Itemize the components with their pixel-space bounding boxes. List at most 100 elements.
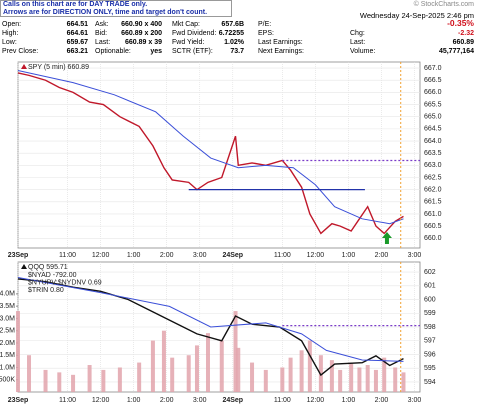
volume-bar	[233, 311, 238, 392]
indicator-label: $NYUPV:$NYDNV 0.69	[28, 279, 102, 286]
y-tick-label: 660.5	[424, 223, 442, 230]
volume-bar	[393, 367, 398, 392]
x-tick-label: 2:00	[160, 397, 174, 404]
y-tick-label: 666.5	[424, 77, 442, 84]
y-tick-label: 1.5M	[0, 352, 15, 359]
y-tick-label: 663.5	[424, 150, 442, 157]
volume-bar	[194, 345, 199, 392]
volume-bar	[57, 372, 62, 392]
info-label: Prev Close:	[2, 48, 39, 55]
info-value: 73.7	[230, 48, 244, 55]
change-pct: -0.35%	[447, 18, 474, 28]
volume-bar	[101, 369, 106, 392]
info-label: Chg:	[350, 30, 365, 37]
series-line	[17, 72, 404, 235]
date: Wednesday 24-Sep-2025 2:46 pm	[359, 11, 474, 20]
info-label: Bid:	[95, 30, 108, 37]
info-label: Last Earnings:	[258, 39, 303, 46]
x-tick-label: 3:00	[193, 397, 207, 404]
volume-bar	[382, 357, 387, 392]
x-tick-label: 11:00	[274, 397, 291, 404]
x-tick-label: 24Sep	[222, 252, 243, 259]
y-tick-label: 599	[424, 310, 436, 317]
volume-bar	[219, 340, 224, 392]
y-tick-label: 662.0	[424, 186, 442, 193]
x-tick-label: 11:00	[59, 252, 76, 259]
series-line	[17, 278, 404, 377]
volume-bar	[373, 369, 378, 392]
x-tick-label: 12:00	[92, 252, 110, 259]
watermark: © StockCharts.com	[413, 1, 474, 8]
y-tick-label: 3.5M	[0, 303, 15, 310]
y-tick-label: 598	[424, 324, 436, 331]
x-tick-label: 24Sep	[222, 397, 243, 404]
y-tick-label: 661.0	[424, 211, 442, 218]
info-label: Optionable:	[95, 48, 131, 55]
series-line	[17, 70, 404, 225]
y-tick-label: 597	[424, 338, 436, 345]
legend-marker	[21, 64, 27, 69]
info-value: 659.67	[66, 39, 88, 46]
volume-bar	[205, 333, 210, 392]
info-value: 6.72255	[218, 30, 244, 37]
volume-bar	[307, 340, 312, 392]
y-tick-label: 594	[424, 379, 436, 386]
indicator-label: $NYAD -792.00	[28, 272, 77, 279]
volume-bar	[150, 340, 155, 392]
info-value: -2.32	[458, 30, 474, 37]
legend-entry: SPY (5 min) 660.89	[28, 64, 89, 71]
legend-entry: QQQ 595.71	[28, 264, 68, 271]
y-tick-label: 666.0	[424, 89, 442, 96]
x-tick-label: 12:00	[307, 252, 325, 259]
info-label: Mkt Cap:	[172, 21, 201, 28]
info-value: 660.89 x 39	[125, 39, 162, 46]
volume-bar	[161, 330, 166, 392]
x-tick-label: 1:00	[342, 397, 356, 404]
x-tick-label: 2:00	[375, 397, 389, 404]
note-box: Calls on this chart are for DAY TRADE on…	[0, 0, 232, 17]
y-tick-label: 2.5M	[0, 328, 15, 335]
volume-bar	[250, 362, 255, 392]
y-tick-label: 665.0	[424, 114, 442, 121]
info-value: 663.21	[66, 48, 88, 55]
info-label: High:	[2, 30, 19, 37]
panel-frame	[17, 61, 421, 249]
y-tick-label: 664.0	[424, 138, 442, 145]
y-tick-label: 595	[424, 365, 436, 372]
note-line: Arrows are for DIRECTION ONLY, time and …	[3, 9, 208, 16]
y-tick-label: 1.0M	[0, 364, 15, 371]
info-label: Fwd Yield:	[172, 39, 205, 46]
x-tick-label: 3:00	[408, 252, 422, 259]
info-value: 1.02%	[224, 39, 244, 46]
volume-bar	[263, 369, 268, 392]
series-line	[17, 277, 404, 362]
x-tick-label: 2:00	[160, 252, 174, 259]
volume-bar	[280, 367, 285, 392]
info-value: 660.90 x 400	[121, 21, 162, 28]
x-tick-label: 1:00	[127, 397, 141, 404]
y-tick-label: 3.0M	[0, 315, 15, 322]
volume-bar	[365, 365, 370, 392]
volume-bar	[236, 347, 241, 392]
y-tick-label: 500K	[0, 377, 15, 384]
y-tick-label: 600	[424, 296, 436, 303]
info-value: 45,777,164	[438, 48, 474, 55]
volume-bar	[318, 355, 323, 392]
y-tick-label: 665.5	[424, 101, 442, 108]
info-label: Open:	[2, 21, 22, 28]
indicator-label: $TRIN 0.80	[28, 287, 64, 294]
x-tick-label: 23Sep	[8, 252, 29, 259]
y-tick-label: 660.0	[424, 235, 442, 242]
y-tick-label: 663.0	[424, 162, 442, 169]
x-tick-label: 1:00	[127, 252, 141, 259]
info-value: yes	[150, 48, 162, 55]
y-tick-label: 661.5	[424, 199, 442, 206]
x-tick-label: 12:00	[92, 397, 110, 404]
y-tick-label: 602	[424, 269, 436, 276]
info-label: Last:	[350, 39, 366, 46]
x-tick-label: 11:00	[274, 252, 291, 259]
y-tick-label: 667.0	[424, 65, 442, 72]
volume-bar	[349, 362, 354, 392]
y-tick-label: 601	[424, 283, 436, 290]
